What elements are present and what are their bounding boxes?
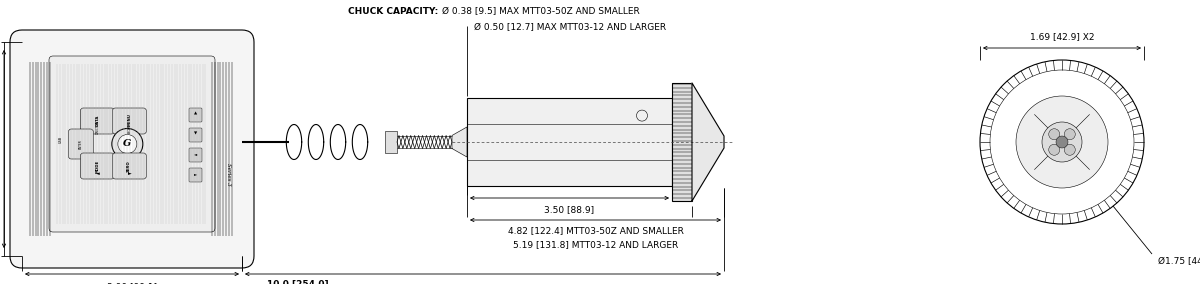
FancyBboxPatch shape bbox=[113, 108, 146, 134]
Circle shape bbox=[1049, 129, 1060, 140]
Circle shape bbox=[1042, 122, 1082, 162]
Text: 3.90 [99.1]: 3.90 [99.1] bbox=[107, 282, 157, 284]
Text: 10.0 [254.0]: 10.0 [254.0] bbox=[268, 280, 329, 284]
FancyBboxPatch shape bbox=[49, 56, 215, 232]
Text: 3.50 [88.9]: 3.50 [88.9] bbox=[545, 205, 594, 214]
Text: Ø1.75 [44.5]: Ø1.75 [44.5] bbox=[1158, 258, 1200, 266]
Text: ◄: ◄ bbox=[194, 152, 197, 156]
Text: 4.82 [122.4] MTT03-50Z AND SMALLER: 4.82 [122.4] MTT03-50Z AND SMALLER bbox=[508, 226, 684, 235]
Text: 5.19 [131.8] MTT03-12 AND LARGER: 5.19 [131.8] MTT03-12 AND LARGER bbox=[512, 240, 678, 249]
Text: USB: USB bbox=[59, 135, 64, 143]
Circle shape bbox=[1016, 96, 1108, 188]
Text: ▲: ▲ bbox=[194, 112, 197, 116]
FancyBboxPatch shape bbox=[190, 148, 202, 162]
Circle shape bbox=[990, 70, 1134, 214]
Text: ZERO: ZERO bbox=[127, 160, 131, 172]
Text: ENTER: ENTER bbox=[79, 139, 83, 149]
FancyBboxPatch shape bbox=[113, 153, 146, 179]
Text: MODE: MODE bbox=[95, 159, 100, 173]
Text: Series 3: Series 3 bbox=[226, 163, 230, 186]
Bar bbox=[672, 83, 692, 201]
FancyBboxPatch shape bbox=[68, 129, 94, 159]
Text: MENU: MENU bbox=[127, 114, 131, 126]
FancyBboxPatch shape bbox=[190, 108, 202, 122]
Text: G: G bbox=[124, 139, 132, 149]
Circle shape bbox=[112, 128, 143, 160]
Text: ►: ► bbox=[194, 172, 197, 176]
Text: ◄: ◄ bbox=[96, 172, 100, 176]
FancyBboxPatch shape bbox=[80, 108, 114, 134]
Bar bbox=[385, 131, 397, 153]
Text: ESCAPE: ESCAPE bbox=[127, 123, 131, 133]
Text: CHUCK CAPACITY:: CHUCK CAPACITY: bbox=[348, 7, 438, 16]
Text: Ø 0.50 [12.7] MAX MTT03-12 AND LARGER: Ø 0.50 [12.7] MAX MTT03-12 AND LARGER bbox=[474, 24, 666, 32]
Text: DATA: DATA bbox=[95, 114, 100, 126]
Text: ►: ► bbox=[127, 172, 131, 176]
Polygon shape bbox=[452, 127, 467, 157]
Text: DIRECTION: DIRECTION bbox=[95, 120, 100, 134]
Polygon shape bbox=[692, 83, 724, 201]
FancyBboxPatch shape bbox=[80, 153, 114, 179]
Circle shape bbox=[1064, 129, 1075, 140]
Circle shape bbox=[1049, 144, 1060, 155]
Circle shape bbox=[1064, 144, 1075, 155]
Bar bbox=[467, 98, 672, 186]
Circle shape bbox=[1056, 136, 1068, 148]
Circle shape bbox=[980, 60, 1144, 224]
FancyBboxPatch shape bbox=[10, 30, 254, 268]
Circle shape bbox=[118, 135, 137, 153]
Text: 1.69 [42.9] X2: 1.69 [42.9] X2 bbox=[1030, 32, 1094, 41]
Text: ▼: ▼ bbox=[194, 132, 197, 136]
FancyBboxPatch shape bbox=[190, 128, 202, 142]
FancyBboxPatch shape bbox=[190, 168, 202, 182]
Text: Ø 0.38 [9.5] MAX MTT03-50Z AND SMALLER: Ø 0.38 [9.5] MAX MTT03-50Z AND SMALLER bbox=[442, 7, 640, 16]
